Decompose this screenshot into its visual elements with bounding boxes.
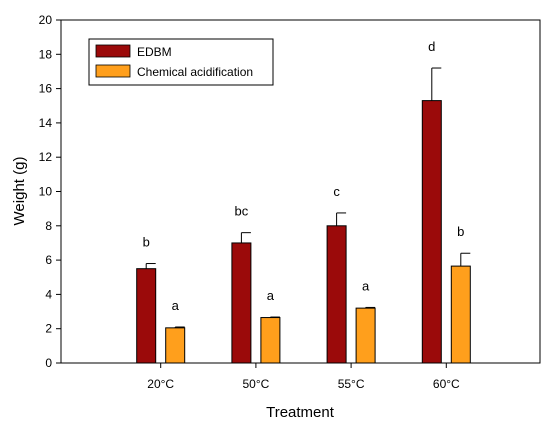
y-tick-label: 8 <box>45 219 52 233</box>
bar <box>260 317 281 364</box>
x-tick-label: 20°C <box>147 377 174 391</box>
x-axis-title: Treatment <box>266 404 335 421</box>
y-tick-label: 18 <box>39 47 53 61</box>
y-tick-label: 16 <box>39 82 53 96</box>
significance-label: a <box>267 288 275 303</box>
y-axis-title: Weight (g) <box>11 157 28 226</box>
y-tick-label: 10 <box>39 185 53 199</box>
x-axis: 20°C 50°C 55°C 60°C <box>147 363 460 391</box>
error-bars-group <box>145 67 471 328</box>
bar <box>421 100 442 364</box>
significance-label: b <box>457 224 464 239</box>
bar <box>355 307 376 364</box>
legend-swatch-edbm <box>95 44 131 58</box>
y-tick-label: 14 <box>39 116 53 130</box>
x-tick-label: 55°C <box>338 377 365 391</box>
y-tick-label: 2 <box>45 322 52 336</box>
significance-label: d <box>428 39 435 54</box>
legend-label-edbm: EDBM <box>137 45 172 59</box>
y-tick-label: 12 <box>39 150 53 164</box>
x-tick-label: 50°C <box>242 377 269 391</box>
bar <box>450 265 471 364</box>
bar <box>136 268 157 364</box>
y-tick-label: 4 <box>45 287 52 301</box>
significance-label: b <box>143 235 150 250</box>
bars-group <box>136 100 471 364</box>
legend-swatch-chemical-acidification <box>95 64 131 78</box>
y-tick-label: 0 <box>45 356 52 370</box>
bar <box>231 242 252 364</box>
legend-label-chemical-acidification: Chemical acidification <box>137 65 253 79</box>
legend: EDBM Chemical acidification <box>88 38 274 86</box>
significance-label: a <box>172 298 180 313</box>
significance-labels-group: b a bc a c a d b <box>143 39 465 313</box>
bar <box>165 327 186 364</box>
significance-label: bc <box>235 204 249 219</box>
significance-label: a <box>362 278 370 293</box>
y-axis: 0 2 4 6 8 10 12 14 16 18 20 <box>39 13 61 370</box>
y-tick-label: 20 <box>39 13 53 27</box>
y-tick-label: 6 <box>45 253 52 267</box>
significance-label: c <box>333 184 340 199</box>
x-tick-label: 60°C <box>433 377 460 391</box>
bar <box>326 225 347 364</box>
